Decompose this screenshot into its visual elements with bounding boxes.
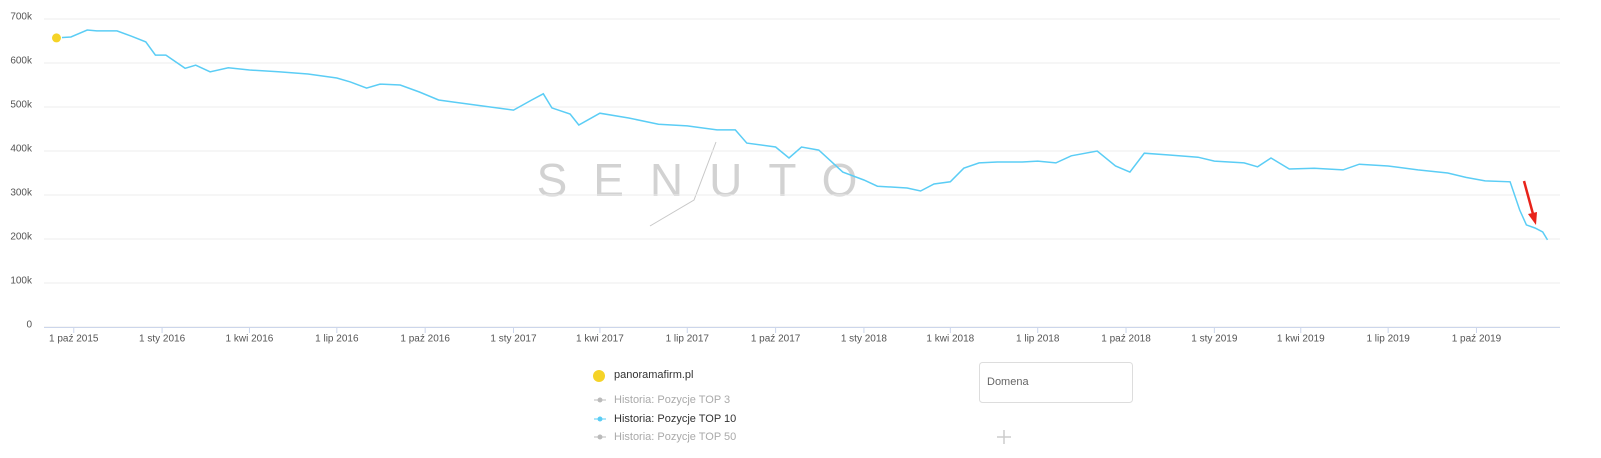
x-tick-label: 1 sty 2018 xyxy=(841,334,888,345)
x-tick-label: 1 kwi 2019 xyxy=(1277,334,1325,345)
series-line xyxy=(56,29,1549,241)
x-tick-label: 1 lip 2018 xyxy=(1016,334,1060,345)
x-tick-label: 1 paź 2017 xyxy=(751,334,801,345)
x-tick-label: 1 kwi 2016 xyxy=(226,334,274,345)
y-tick-label: 700k xyxy=(10,12,33,23)
x-tick-label: 1 paź 2015 xyxy=(49,334,99,345)
x-tick-label: 1 lip 2017 xyxy=(666,334,710,345)
x-tick-label: 1 paź 2016 xyxy=(400,334,450,345)
y-tick-label: 500k xyxy=(10,100,33,111)
x-tick-label: 1 lip 2019 xyxy=(1366,334,1410,345)
legend-swatch-dot xyxy=(597,434,603,440)
y-tick-label: 300k xyxy=(10,188,33,199)
x-tick-label: 1 lip 2016 xyxy=(315,334,359,345)
watermark-stroke xyxy=(649,141,717,227)
y-tick-label: 0 xyxy=(26,320,32,331)
y-tick-label: 200k xyxy=(10,232,33,243)
legend-swatch-dot xyxy=(597,397,603,403)
legend-swatch-dot xyxy=(597,416,603,422)
watermark: SENUTO xyxy=(537,154,884,206)
x-tick-label: 1 sty 2019 xyxy=(1191,334,1238,345)
annotation-arrow xyxy=(1522,180,1537,225)
x-tick-label: 1 kwi 2017 xyxy=(576,334,624,345)
x-tick-label: 1 sty 2016 xyxy=(139,334,186,345)
series-start-marker xyxy=(50,32,62,44)
y-tick-label: 400k xyxy=(10,144,33,155)
x-tick-label: 1 kwi 2018 xyxy=(926,334,974,345)
x-tick-label: 1 paź 2018 xyxy=(1101,334,1151,345)
legend-item[interactable]: Historia: Pozycje TOP 50 xyxy=(614,431,736,443)
domain-input-placeholder: Domena xyxy=(987,376,1029,388)
x-tick-label: 1 paź 2019 xyxy=(1452,334,1502,345)
legend: panoramafirm.pl Historia: Pozycje TOP 3 … xyxy=(593,369,736,443)
domain-input[interactable] xyxy=(979,362,1133,403)
add-button[interactable] xyxy=(997,430,1011,444)
legend-item[interactable]: Historia: Pozycje TOP 10 xyxy=(614,413,736,425)
legend-item[interactable]: Historia: Pozycje TOP 3 xyxy=(614,394,730,406)
y-tick-label: 600k xyxy=(10,56,33,67)
legend-logo xyxy=(593,370,605,382)
x-tick-label: 1 sty 2017 xyxy=(490,334,537,345)
y-tick-label: 100k xyxy=(10,276,33,287)
legend-title: panoramafirm.pl xyxy=(614,369,693,381)
